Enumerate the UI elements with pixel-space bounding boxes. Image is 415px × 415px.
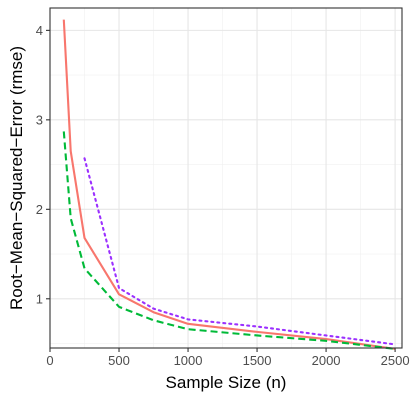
- x-tick-label-3: 1500: [243, 353, 272, 368]
- series-layer: [62, 19, 397, 350]
- y-axis-title: Root−Mean−Squared−Error (rmse): [7, 46, 26, 310]
- x-tick-label-1: 500: [108, 353, 130, 368]
- panel-border: [49, 7, 403, 349]
- y-tick-label-2: 3: [36, 112, 43, 127]
- x-tick-label-0: 0: [46, 353, 53, 368]
- y-tick-label-1: 2: [36, 202, 43, 217]
- x-axis-title: Sample Size (n): [166, 373, 287, 392]
- y-axis-ticks: 1 2 3 4: [36, 23, 50, 306]
- series-line-solid: [62, 19, 396, 350]
- grid-minor: [50, 8, 402, 348]
- grid-major: [49, 8, 402, 348]
- x-tick-label-4: 2000: [312, 353, 341, 368]
- series-line-dotted: [83, 157, 397, 346]
- x-axis-ticks: 0 500 1000 1500 2000 2500: [46, 348, 410, 368]
- y-tick-label-0: 1: [36, 291, 43, 306]
- y-tick-label-3: 4: [36, 23, 43, 38]
- x-tick-label-2: 1000: [174, 353, 203, 368]
- series-line-dashed: [62, 131, 396, 350]
- x-tick-label-5: 2500: [381, 353, 410, 368]
